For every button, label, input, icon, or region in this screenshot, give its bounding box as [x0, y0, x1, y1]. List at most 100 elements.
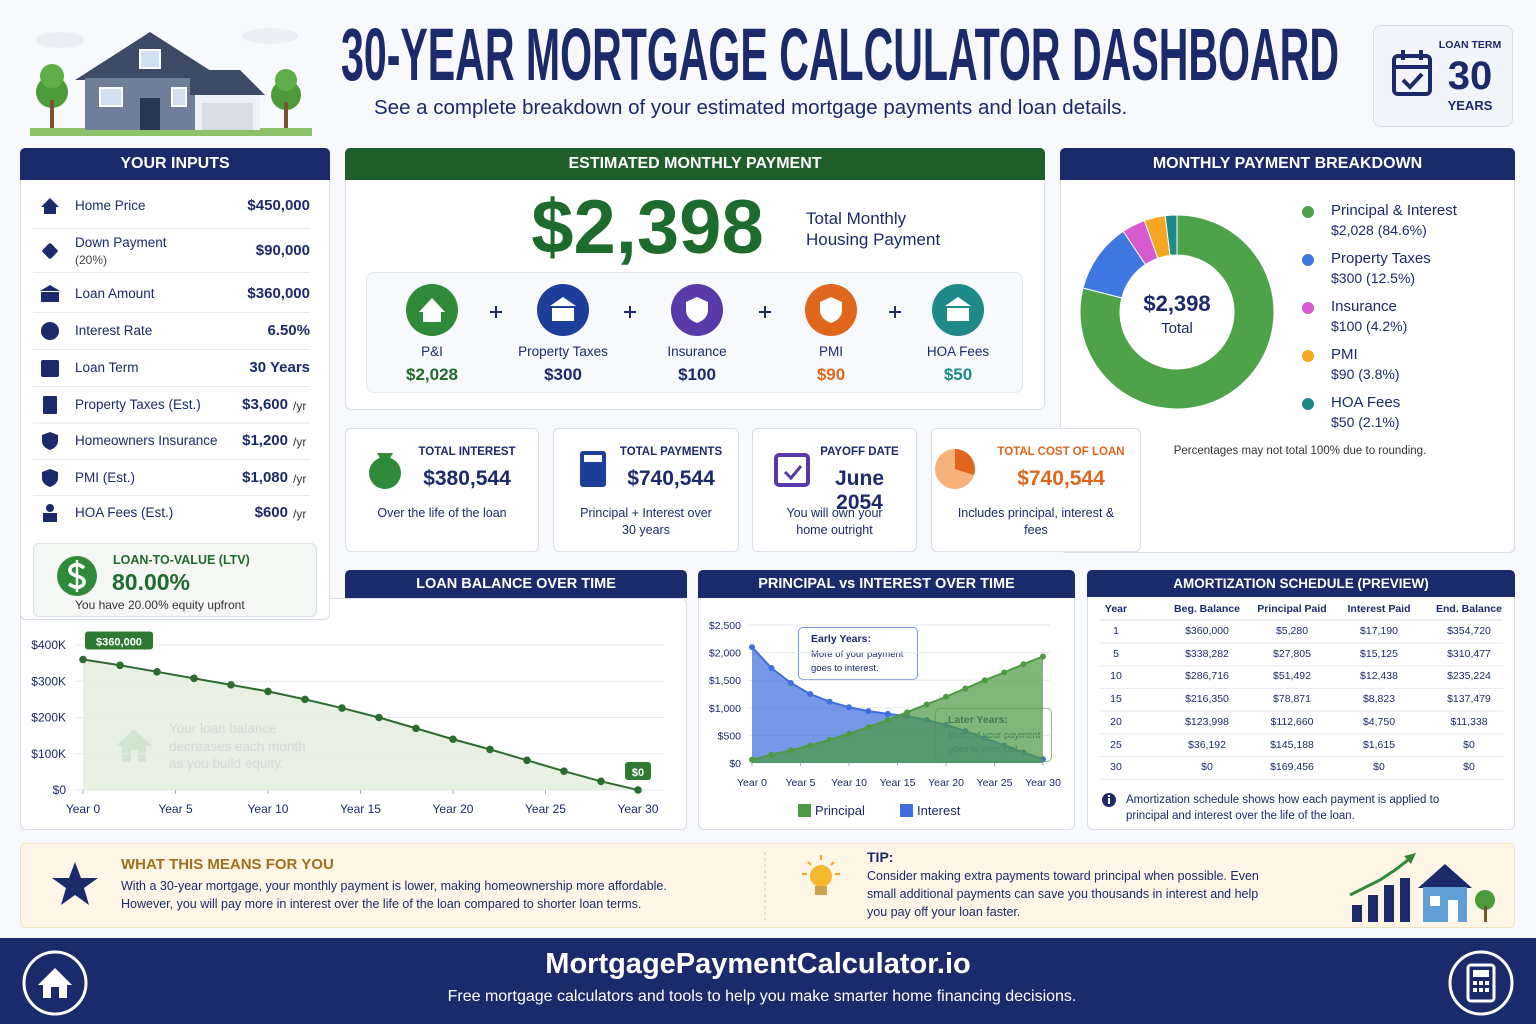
- icon-part: [99, 87, 123, 107]
- table-cell: 1: [1113, 625, 1119, 637]
- pvi-title: PRINCIPAL vs INTEREST OVER TIME: [698, 570, 1075, 598]
- ltv-label: LOAN-TO-VALUE (LTV): [113, 553, 250, 567]
- component-label: Property Taxes: [518, 344, 608, 359]
- icon-part: [202, 103, 253, 130]
- breakdown-title: MONTHLY PAYMENT BREAKDOWN: [1060, 148, 1515, 180]
- inputs-title: YOUR INPUTS: [20, 148, 330, 180]
- table-cell: $15,125: [1360, 647, 1398, 660]
- house-illustration: [30, 28, 312, 136]
- table-header: Principal Paid: [1257, 603, 1327, 615]
- table-cell: 25: [1110, 738, 1122, 751]
- table-cell: $286,716: [1185, 670, 1229, 683]
- table-cell: 10: [1110, 670, 1122, 683]
- table-cell: $0: [1201, 761, 1213, 774]
- summary-card: [931, 428, 1141, 552]
- legend-name: HOA Fees: [1331, 394, 1401, 411]
- table-cell: $27,805: [1273, 647, 1311, 660]
- card-note: You will own your home outright: [786, 506, 883, 537]
- footer: [0, 938, 1536, 1024]
- input-value: $1,080: [242, 469, 288, 486]
- card-note: Includes principal, interest & fees: [957, 506, 1115, 537]
- table-cell: $123,998: [1185, 715, 1229, 728]
- table-cell: $36,192: [1188, 738, 1226, 751]
- icon-part: [139, 49, 161, 69]
- icon-part: [140, 98, 160, 130]
- table-cell: $17,190: [1360, 625, 1398, 637]
- input-value: $1,200: [242, 432, 288, 449]
- input-unit: /yr: [293, 399, 307, 413]
- pie-note: Percentages may not total 100% due to ro…: [1173, 445, 1427, 457]
- legend-value: $90 (3.8%): [1331, 366, 1400, 382]
- table-cell: $1,615: [1362, 738, 1396, 751]
- loan-term-value: 30: [1447, 54, 1493, 98]
- table-cell: 15: [1110, 693, 1122, 706]
- input-label: HOA Fees (Est.): [75, 505, 174, 520]
- table-cell: $145,188: [1270, 738, 1314, 751]
- input-unit: /yr: [293, 435, 307, 449]
- input-label: Down Payment: [75, 235, 167, 250]
- loan-term-label: LOAN TERM: [1438, 39, 1502, 51]
- summary-card: [553, 428, 739, 552]
- table-cell: $169,456: [1270, 761, 1314, 774]
- legend-name: Insurance: [1331, 298, 1397, 315]
- card-value: $380,544: [423, 467, 511, 490]
- icon-part: [50, 100, 54, 128]
- footer-site[interactable]: MortgagePaymentCalculator.io: [545, 948, 971, 980]
- legend-name: PMI: [1331, 346, 1358, 363]
- icon-part: [36, 32, 84, 48]
- icon-part: [40, 64, 64, 88]
- card-title: TOTAL PAYMENTS: [619, 446, 723, 458]
- table-cell: 5: [1113, 647, 1119, 660]
- total-label: Total Monthly Housing Payment: [806, 209, 941, 249]
- table-header: Beg. Balance: [1174, 603, 1240, 615]
- table-cell: $12,438: [1360, 670, 1398, 683]
- table-cell: $137,479: [1447, 693, 1491, 706]
- table-cell: $235,224: [1447, 670, 1491, 683]
- tip-title: TIP:: [867, 849, 894, 865]
- input-label: PMI (Est.): [75, 470, 135, 485]
- annotation-text: More of your payment goes to principal.: [948, 730, 1041, 755]
- payment-title: ESTIMATED MONTHLY PAYMENT: [345, 148, 1045, 180]
- table-cell: $78,871: [1273, 693, 1311, 706]
- input-label: Homeowners Insurance: [75, 433, 218, 448]
- component-label: P&I: [421, 344, 443, 359]
- card-value: $740,544: [1017, 467, 1105, 490]
- total-payment: $2,398: [531, 185, 764, 270]
- input-unit: /yr: [293, 472, 307, 486]
- input-value: 6.50%: [267, 322, 310, 339]
- component-label: Insurance: [667, 344, 727, 359]
- balance-annotation: Your loan balance decreases each month a…: [169, 721, 306, 771]
- input-label: Property Taxes (Est.): [75, 397, 201, 412]
- card-value: June 2054: [834, 467, 884, 514]
- input-value: $360,000: [247, 285, 310, 302]
- card-title: TOTAL INTEREST: [418, 446, 516, 458]
- loan-term-unit: YEARS: [1447, 98, 1493, 113]
- icon-part: [284, 102, 288, 128]
- info-title: WHAT THIS MEANS FOR YOU: [121, 856, 334, 873]
- input-value: 30 Years: [249, 359, 310, 376]
- table-cell: $354,720: [1447, 625, 1491, 637]
- summary-card: [752, 428, 917, 552]
- table-cell: $8,823: [1362, 693, 1396, 706]
- amortization-panel: [1087, 570, 1515, 830]
- input-value: $3,600: [242, 396, 288, 413]
- icon-part: [190, 70, 265, 95]
- title: 30-YEAR MORTGAGE CALCULATOR DASHBOARD: [341, 13, 1339, 96]
- table-cell: $112,660: [1270, 715, 1314, 728]
- icon-part: [271, 80, 301, 110]
- table-cell: $360,000: [1185, 625, 1229, 637]
- icon-part: [75, 32, 225, 80]
- component-value: $300: [544, 365, 582, 384]
- component-label: PMI: [818, 344, 843, 359]
- component-value: $50: [943, 365, 973, 384]
- legend-value: $50 (2.1%): [1331, 414, 1400, 430]
- balance-title: LOAN BALANCE OVER TIME: [345, 570, 687, 598]
- footer-tagline: Free mortgage calculators and tools to h…: [447, 988, 1077, 1005]
- icon-part: [195, 95, 260, 130]
- table-cell: $310,477: [1447, 647, 1491, 660]
- table-note: Amortization schedule shows how each pay…: [1126, 794, 1440, 822]
- table-header: Year: [1104, 603, 1128, 615]
- info-band: [20, 843, 1515, 928]
- icon-part: [275, 69, 297, 91]
- table-cell: $4,750: [1362, 715, 1396, 728]
